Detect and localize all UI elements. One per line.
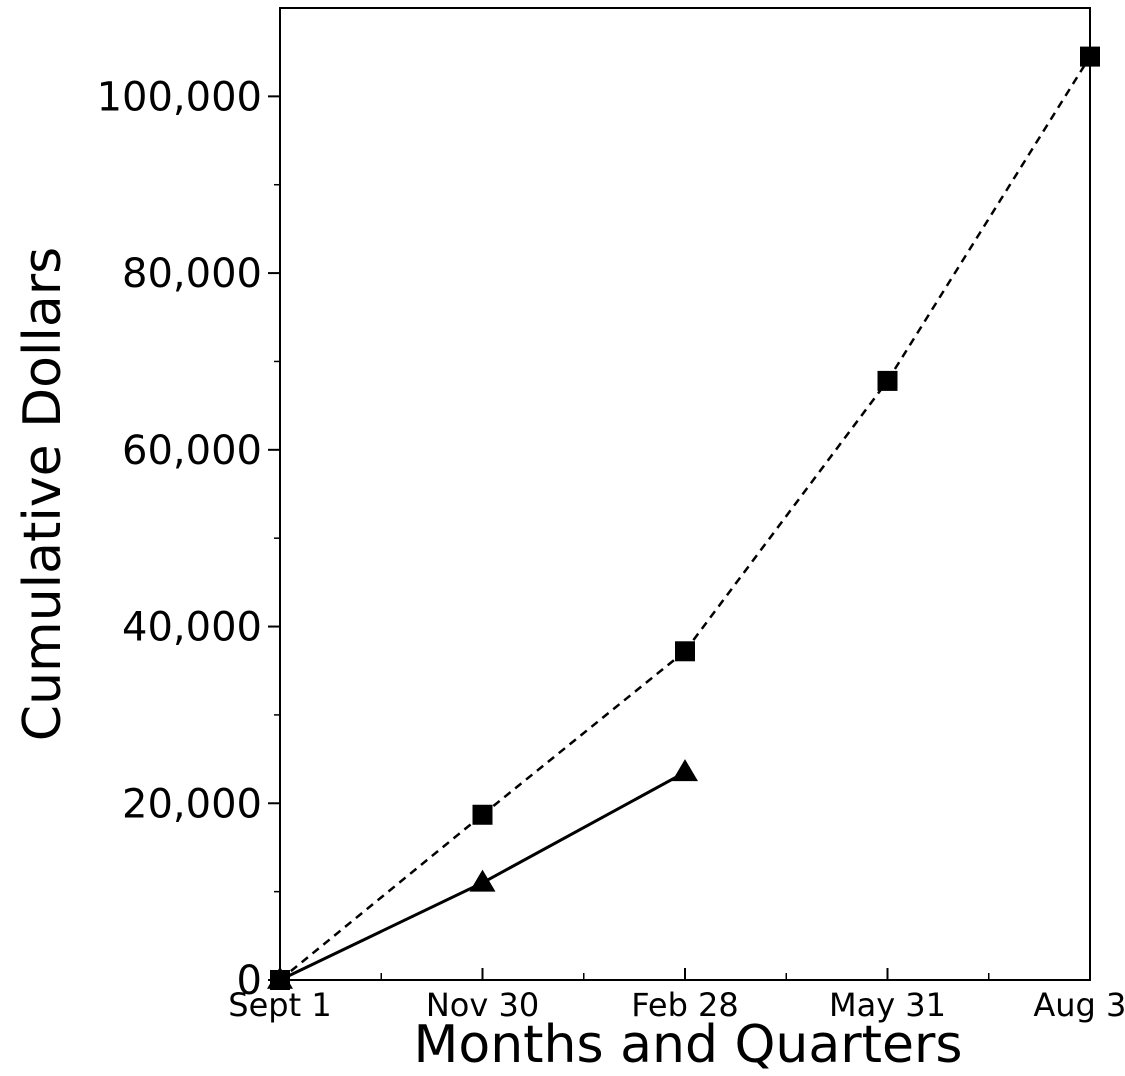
series-2-point	[672, 759, 698, 782]
series-1-point	[1080, 46, 1100, 67]
x-tick-label: May 31	[829, 986, 946, 1024]
plot-frame	[279, 7, 1091, 981]
series-lines	[279, 55, 1092, 982]
y-tick-label: 100,000	[97, 74, 262, 120]
x-tick-labels: Sept 1 Nov 30 Feb 28 May 31 Aug 31	[228, 986, 1125, 1024]
series-2-segment	[481, 771, 686, 885]
x-tick-label: Nov 30	[426, 986, 539, 1024]
y-tick-label: 60,000	[122, 428, 262, 474]
y-tick-label: 80,000	[122, 251, 262, 297]
y-tick-labels: 0 20,000 40,000 60,000 80,000 100,000	[97, 74, 262, 1004]
y-tick-label: 40,000	[122, 605, 262, 651]
series-1-segment	[279, 813, 484, 981]
x-tick-label: Sept 1	[228, 986, 331, 1024]
series-1-point	[877, 370, 898, 391]
series-2-point	[267, 966, 293, 989]
series-1-segment	[886, 55, 1092, 382]
series-2-segment	[279, 881, 484, 982]
series-1-point	[472, 804, 493, 825]
x-tick-label: Feb 28	[631, 986, 739, 1024]
series-1-point	[675, 641, 695, 662]
x-axis-title: Months and Quarters	[414, 1015, 963, 1072]
series-markers	[267, 46, 1100, 990]
x-tick-label: Aug 31	[1033, 986, 1125, 1024]
y-tick-label: 20,000	[122, 781, 262, 827]
series-1-segment	[683, 380, 889, 653]
major-ticks	[268, 95, 1091, 981]
series-2-point	[469, 869, 496, 892]
y-axis-title: Cumulative Dollars	[13, 247, 73, 741]
minor-ticks	[274, 183, 990, 980]
series-1-segment	[481, 650, 686, 816]
y-tick-label: 0	[237, 958, 262, 1004]
